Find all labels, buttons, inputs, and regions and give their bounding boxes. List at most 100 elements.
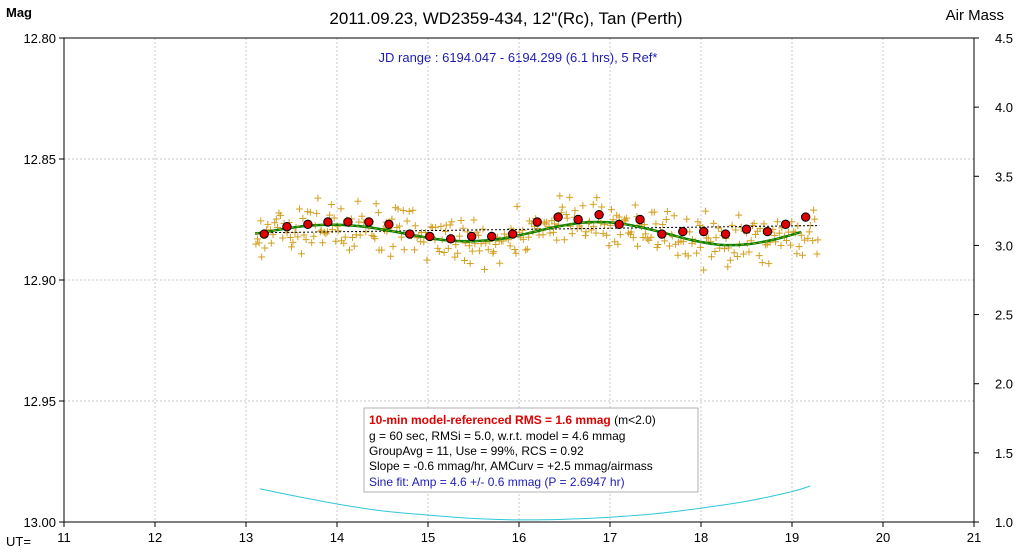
raw-point xyxy=(277,211,285,219)
jd-range-label: JD range : 6194.047 - 6194.299 (6.1 hrs)… xyxy=(379,50,658,65)
raw-point xyxy=(374,209,382,217)
raw-point xyxy=(522,246,530,254)
raw-point xyxy=(541,220,549,228)
x-tick-label: 17 xyxy=(603,530,617,545)
raw-point xyxy=(773,218,781,226)
raw-point xyxy=(707,253,715,261)
raw-point xyxy=(255,239,263,247)
raw-point xyxy=(397,233,405,241)
avg-point xyxy=(466,231,477,242)
raw-point xyxy=(750,219,758,227)
y2-tick-label: 2.5 xyxy=(995,308,1013,323)
raw-point xyxy=(319,239,327,247)
y-tick-label: 13.00 xyxy=(23,515,56,530)
raw-point xyxy=(710,219,718,227)
avg-point xyxy=(762,226,773,237)
raw-point xyxy=(308,239,316,247)
raw-point xyxy=(279,234,287,242)
raw-point xyxy=(420,238,428,246)
axis-ticks: 11 12 13 14 15 16 17 18 19 20 21 12.80 12.85 12.90 12.… xyxy=(23,31,1013,545)
raw-point xyxy=(411,246,419,254)
raw-point xyxy=(334,227,342,235)
raw-point xyxy=(814,236,822,244)
raw-point xyxy=(587,226,595,234)
raw-point xyxy=(441,227,449,235)
raw-point xyxy=(777,242,785,250)
avg-point xyxy=(405,229,415,239)
raw-point xyxy=(286,234,294,242)
avg-point xyxy=(323,217,333,227)
raw-point xyxy=(740,250,748,258)
raw-point xyxy=(446,221,454,229)
raw-points xyxy=(252,192,822,274)
avg-point xyxy=(507,229,518,239)
raw-point xyxy=(693,249,701,257)
raw-point xyxy=(615,213,623,221)
raw-point xyxy=(372,200,380,208)
raw-point xyxy=(599,230,607,238)
x-tick-label: 21 xyxy=(967,530,981,545)
avg-point xyxy=(487,231,497,242)
avg-point xyxy=(741,224,752,234)
raw-point xyxy=(264,220,272,228)
raw-point xyxy=(400,246,408,254)
raw-point xyxy=(571,207,579,215)
avg-point xyxy=(532,217,542,227)
raw-point xyxy=(654,240,662,248)
avg-point xyxy=(678,226,688,237)
x-tick-label: 13 xyxy=(239,530,253,545)
raw-point xyxy=(403,217,411,225)
raw-point xyxy=(631,201,639,209)
raw-point xyxy=(306,208,314,216)
raw-point xyxy=(466,259,474,267)
raw-point xyxy=(623,214,631,222)
raw-point xyxy=(732,226,740,234)
raw-point xyxy=(440,248,448,256)
y-tick-label: 12.85 xyxy=(23,152,56,167)
raw-point xyxy=(288,243,296,251)
raw-point xyxy=(489,249,497,257)
stats-rms-line: 10-min model-referenced RMS = 1.6 mmag (… xyxy=(369,413,656,427)
avg-point xyxy=(343,217,353,227)
raw-point xyxy=(696,243,704,251)
raw-point xyxy=(700,266,708,274)
raw-point xyxy=(539,231,547,239)
avg-point xyxy=(699,226,709,237)
raw-point xyxy=(783,237,791,245)
raw-point xyxy=(423,256,431,264)
raw-point xyxy=(299,215,307,223)
raw-point xyxy=(484,246,492,254)
raw-point xyxy=(809,237,817,245)
y-axis-label: Mag xyxy=(6,5,32,20)
raw-point xyxy=(629,234,637,242)
raw-point xyxy=(775,229,783,237)
x-tick-label: 19 xyxy=(785,530,799,545)
raw-point xyxy=(313,209,321,217)
raw-point xyxy=(659,221,667,229)
raw-point xyxy=(465,242,473,250)
avg-point xyxy=(384,219,394,230)
airmass-line xyxy=(259,485,811,521)
raw-point xyxy=(593,194,601,202)
raw-point xyxy=(434,244,442,252)
raw-point xyxy=(327,201,335,209)
raw-point xyxy=(674,251,682,259)
raw-point xyxy=(771,231,779,239)
x-tick-label: 14 xyxy=(330,530,344,545)
raw-point xyxy=(546,229,554,237)
raw-point xyxy=(394,205,402,213)
raw-point xyxy=(267,239,275,247)
raw-point xyxy=(592,229,600,237)
raw-point xyxy=(476,247,484,255)
raw-point xyxy=(302,236,310,244)
x-tick-label: 12 xyxy=(148,530,162,545)
raw-point xyxy=(387,252,395,260)
y-tick-label: 12.90 xyxy=(23,273,56,288)
raw-point xyxy=(345,246,353,254)
raw-point xyxy=(432,223,440,231)
raw-point xyxy=(257,217,265,225)
raw-point xyxy=(354,197,362,205)
y2-tick-label: 1.0 xyxy=(995,515,1013,530)
raw-point xyxy=(512,249,520,257)
